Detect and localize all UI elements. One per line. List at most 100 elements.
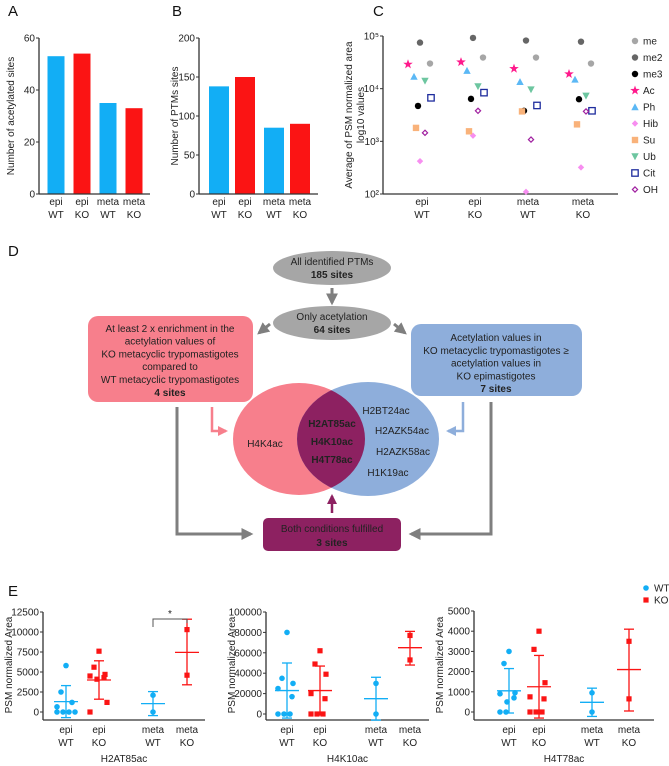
data-point [506,648,512,655]
arrow-left-to-both [175,407,254,540]
x-tick-label: meta [263,197,286,208]
data-point [287,711,293,717]
data-point [527,709,533,715]
data-point [63,662,69,669]
ptm-scatter-chart: 10² 10³ 10⁴ 10⁵ epi WT epi KO meta WT meta KO Averag… [344,32,663,222]
data-point [54,709,60,715]
y-tick-label: 200 [178,34,195,45]
x-tick-label: meta [399,725,422,736]
blue-arrow [446,402,465,436]
x-tick-label: meta [176,725,199,736]
data-point [308,691,314,697]
data-point [96,648,102,654]
data-point [91,664,97,670]
legend-marker [631,169,639,177]
data-point [66,709,72,715]
x-tick-label: KO [238,210,253,221]
x-tick-label: meta [97,197,120,208]
node-title: All identified PTMs [291,257,374,268]
y-tick-label: 12500 [11,608,39,619]
x-tick-label: meta [618,725,641,736]
x-tick-label: meta [572,197,595,208]
x-tick-label: epi [92,725,105,736]
box-text: KO metacyclic trypomastigotes [101,349,238,360]
x-tick-label: epi [532,725,545,736]
group-1 [527,628,551,719]
data-point [539,709,545,715]
x-tick-label: epi [238,197,251,208]
y-tick-label: 4000 [448,627,471,638]
data-point [54,704,60,710]
data-point-cit [427,93,435,102]
data-point-me [479,54,487,61]
legend-marker [630,85,640,95]
data-point [541,696,547,702]
bar [125,108,143,194]
data-point-cit [480,88,488,97]
data-point [275,711,281,717]
data-point [308,711,314,717]
box-text: Acetylation values in [450,333,541,344]
dot-plot-h4t78ac: 0 1000 2000 3000 4000 5000 epi WT epi KO meta WT met… [435,607,654,765]
box-text: At least 2 x enrichment in the [106,324,235,335]
legend-item-ub: Ub [631,152,656,163]
data-point-me3 [575,96,583,103]
bar [73,53,91,194]
legend-item-cit: Cit [631,169,655,180]
data-point [104,699,110,705]
group-3 [398,630,422,666]
y-tick-label: 7500 [17,648,40,659]
data-point-hib [416,157,424,165]
venn-label: H2BT24ac [362,406,409,417]
panel-label: E [8,583,18,600]
y-tick-label: 20 [24,138,36,149]
x-tick-label: KO [180,738,195,749]
y-tick-label: 50 [184,151,196,162]
legend-marker [631,54,639,61]
bar [290,123,310,194]
venn-label: H2AZK58ac [376,447,430,458]
panel-label: B [172,3,182,20]
bar [99,103,117,194]
y-tick-label: 10000 [11,628,39,639]
legend-item-ac: Ac [630,85,655,97]
node-title: Only acetylation [296,312,367,323]
data-point [373,680,379,687]
x-tick-label: WT [414,210,430,221]
acetylation-condition-box [411,324,582,396]
data-point [533,709,539,715]
bar-chart-A: 0 20 40 60 epi WT epi KO meta WT meta KO Number of a… [6,34,150,221]
data-point-hib [522,188,530,196]
x-tick-label: epi [212,197,225,208]
legend-label: me3 [643,70,663,81]
data-point [536,628,542,634]
x-tick-label: WT [145,738,161,749]
data-point-ac [456,57,466,67]
data-point-ac [564,69,574,78]
group-3 [175,618,199,686]
dot-plot-h2at85ac: 0 2500 5000 7500 10000 12500 epi WT epi KO meta WT m… [4,608,205,765]
legend-item-me: me [631,37,657,48]
x-tick-label: meta [365,725,388,736]
data-point-ub [582,92,590,100]
data-point-ub [527,86,535,94]
enrichment-condition-box [88,316,253,402]
data-point-su [465,128,473,135]
data-point-ph [571,75,579,83]
x-tick-label: KO [468,210,483,221]
data-point-oh [582,107,590,115]
panel-label: C [373,3,384,20]
box-count: 7 sites [480,384,512,395]
legend-marker [631,120,639,127]
y-tick-label: 0 [256,710,262,721]
data-point [501,660,507,667]
legend-label: me [643,37,657,48]
x-tick-label: meta [581,725,604,736]
legend-marker [631,186,639,193]
data-point [322,696,328,702]
legend-item-me2: me2 [631,53,663,64]
data-point [314,711,320,717]
data-point [320,711,326,717]
venn-label: H1K19ac [367,468,408,479]
data-point-me [532,54,540,61]
